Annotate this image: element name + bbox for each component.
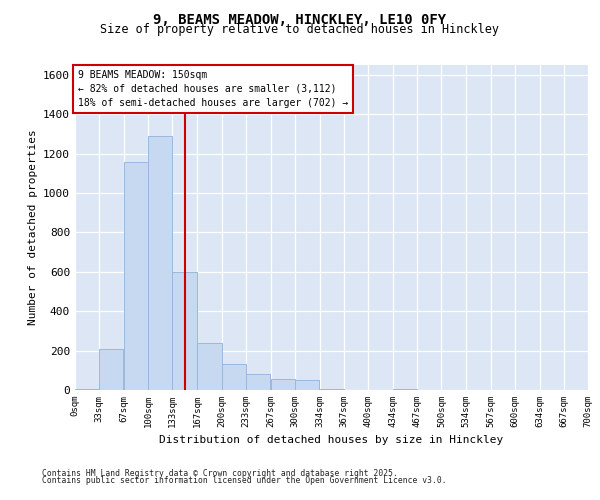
- Bar: [148, 136, 172, 390]
- Bar: [75, 389, 99, 390]
- Bar: [393, 389, 417, 390]
- Text: Size of property relative to detached houses in Hinckley: Size of property relative to detached ho…: [101, 22, 499, 36]
- Text: 9, BEAMS MEADOW, HINCKLEY, LE10 0FY: 9, BEAMS MEADOW, HINCKLEY, LE10 0FY: [154, 12, 446, 26]
- Bar: [246, 374, 270, 390]
- Text: Contains HM Land Registry data © Crown copyright and database right 2025.: Contains HM Land Registry data © Crown c…: [42, 468, 398, 477]
- Bar: [221, 364, 246, 390]
- Text: 9 BEAMS MEADOW: 150sqm
← 82% of detached houses are smaller (3,112)
18% of semi-: 9 BEAMS MEADOW: 150sqm ← 82% of detached…: [77, 70, 348, 108]
- Bar: [197, 342, 221, 390]
- X-axis label: Distribution of detached houses by size in Hinckley: Distribution of detached houses by size …: [160, 436, 503, 446]
- Bar: [295, 380, 319, 390]
- Bar: [99, 348, 124, 390]
- Bar: [320, 389, 344, 390]
- Bar: [172, 272, 197, 390]
- Text: Contains public sector information licensed under the Open Government Licence v3: Contains public sector information licen…: [42, 476, 446, 485]
- Y-axis label: Number of detached properties: Number of detached properties: [28, 130, 38, 326]
- Bar: [271, 379, 295, 390]
- Bar: [124, 162, 148, 390]
